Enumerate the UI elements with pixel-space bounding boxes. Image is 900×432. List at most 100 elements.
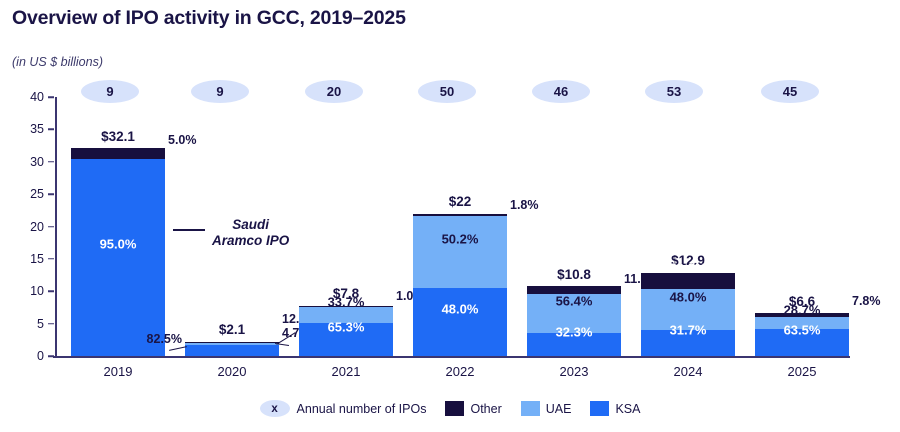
bar-segment-ksa-2020 [185,344,279,356]
x-axis-label-2022: 2022 [445,364,475,379]
y-tick-label-35: 35 [30,122,44,137]
bar-segment-label-uae-2025: 28.7% [783,302,821,318]
plot-area: 0 5 10 15 20 25 30 35 40 $32.1 95.0% 5.0… [30,90,881,363]
x-axis-line [53,356,850,358]
legend-item-uae[interactable]: UAE [520,401,572,416]
bar-segment-uae-2024 [641,289,735,330]
x-axis-label-2020: 2020 [217,364,247,379]
legend-label-ksa: KSA [615,401,641,416]
x-axis-label-2019: 2019 [103,364,133,379]
bar-segment-other-2021 [299,305,393,306]
annotation-line-2: Aramco IPO [212,232,290,248]
ipo-count-pill-2019: 9 [81,80,139,103]
legend-swatch-uae-icon [520,401,540,416]
bar-total-label-2019: $32.1 [101,129,135,144]
bar-segment-uae-2021 [299,306,393,323]
y-tick-15: 15 [30,252,55,266]
bar-segment-other-2024 [641,272,735,290]
stacked-bar-2019: 95.0% 5.0% [71,133,197,356]
y-tick-0: 0 [37,349,55,363]
bar-segment-ksa-2019 [71,158,165,356]
bar-segment-uae-2023 [527,294,621,334]
ipo-count-pill-2025: 45 [761,80,819,103]
y-tick-label-0: 0 [37,349,44,363]
ipo-count-pill-2023: 46 [532,80,590,103]
y-tick-10: 10 [30,284,55,298]
y-tick-35: 35 [30,122,55,136]
annotation-line-1: Saudi [232,217,270,232]
bar-total-label-2023: $10.8 [557,267,591,282]
ipo-count-pill-2021: 20 [305,80,363,103]
ipo-count-pill-2022: 50 [418,80,476,103]
bar-group-2022: $22 48.0% 50.2% 1.8% [413,194,539,356]
page-title: Overview of IPO activity in GCC, 2019–20… [12,7,406,29]
y-tick-label-15: 15 [30,251,44,266]
bar-segment-label-other-2022: 1.8% [510,198,539,212]
bar-segment-label-uae-2023: 56.4% [555,293,593,309]
bar-group-2021: $7.8 65.3% 33.7% 1.0% [299,286,425,356]
stacked-bar-2021: 65.3% 33.7% 1.0% [299,289,425,356]
y-tick-40: 40 [30,90,55,104]
bar-total-label-2022: $22 [448,194,472,209]
bar-total-label-2025: $6.6 [788,294,816,309]
bar-segment-label-ksa-2025: 63.5% [783,322,821,337]
y-tick-5: 5 [37,317,55,331]
bar-segment-other-2020 [185,342,279,343]
bar-segment-uae-2020 [185,343,279,345]
y-tick-30: 30 [30,155,55,169]
bar-segment-ksa-2025 [755,328,849,356]
bar-segment-label-ksa-2021: 65.3% [327,319,365,334]
y-tick-label-20: 20 [30,219,44,234]
y-tick-label-5: 5 [37,316,44,331]
y-tick-label-10: 10 [30,284,44,299]
bar-group-2023: $10.8 32.3% 56.4% 11.2% [527,267,659,356]
stacked-bar-2022: 48.0% 50.2% 1.8% [413,198,539,356]
y-tick-label-25: 25 [30,187,44,202]
bar-group-2025: $6.6 63.5% 28.7% 7.8% [755,294,881,356]
legend-item-other[interactable]: Other [445,401,502,416]
stacked-bar-2023: 32.3% 56.4% 11.2% [527,272,659,356]
bar-segment-label-uae-2024: 48.0% [669,289,707,304]
bar-segment-other-2019 [71,148,165,159]
y-axis-line [55,97,57,356]
bar-group-2019: $32.1 95.0% 5.0% [71,129,197,356]
legend-swatch-other-icon [445,401,465,416]
bar-group-2024: $12.9 31.7% 48.0% 20.2% [641,253,735,356]
chart-legend: x Annual number of IPOs Other UAE KSA [0,400,900,417]
y-tick-25: 25 [30,187,55,201]
y-tick-label-40: 40 [30,90,44,104]
bar-total-label-2021: $7.8 [332,286,360,301]
bar-segment-ksa-2021 [299,323,393,356]
bar-segment-label-other-2019: 5.0% [168,132,197,147]
bar-segment-label-uae-2021: 33.7% [327,294,365,309]
x-axis-label-2021: 2021 [331,364,361,379]
x-axis-label-2023: 2023 [559,364,589,379]
bar-segment-ksa-2024 [641,329,735,356]
legend-item-ksa[interactable]: KSA [590,401,640,416]
legend-swatch-ksa-icon [590,401,610,416]
x-axis-label-2024: 2024 [673,364,703,379]
stacked-bar-2020: 82.5% 12.9% 4.7% [147,312,317,356]
annotation-leader-line [173,229,205,232]
y-tick-20: 20 [30,220,55,234]
bar-segment-label-ksa-2022: 48.0% [441,301,479,317]
legend-label-uae: UAE [545,401,572,416]
legend-label-ipo-count: Annual number of IPOs [296,401,427,416]
bar-segment-other-2022 [413,213,507,217]
legend-ipo-count-pill-icon: x [259,400,290,417]
ipo-count-pill-2020: 9 [191,80,249,103]
bar-segment-ksa-2022 [413,287,507,356]
annotation-saudi-aramco-ipo: Saudi Aramco IPO [212,217,289,248]
bar-segment-label-ksa-2020: 82.5% [146,332,182,346]
bar-total-label-2024: $12.9 [671,253,705,268]
y-tick-label-30: 30 [30,154,44,169]
bar-total-label-2020: $2.1 [218,322,246,337]
bar-group-2020: $2.1 82.5% 12.9% 4.7% [147,312,317,356]
legend-label-other: Other [470,401,502,416]
bar-segment-label-ksa-2023: 32.3% [555,324,593,340]
ipo-count-pill-2024: 53 [645,80,703,103]
bar-segment-uae-2025 [755,316,849,329]
bar-segment-label-other-2024: 20.2% [669,260,707,276]
bar-segment-ksa-2023 [527,333,621,356]
